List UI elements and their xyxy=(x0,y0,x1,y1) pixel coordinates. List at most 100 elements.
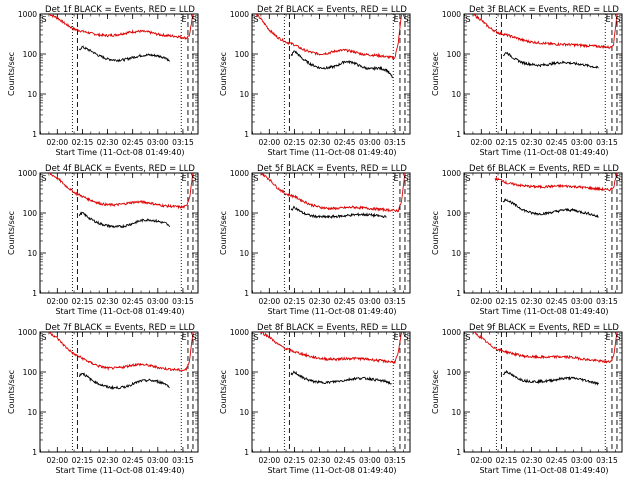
x-tick-label: 02:00 xyxy=(470,456,492,465)
x-tick-label: 02:45 xyxy=(546,138,568,147)
chart-title: Det 8f BLACK = Events, RED = LLD xyxy=(257,323,407,333)
y-tick-label: 10 xyxy=(27,90,37,99)
plot-frame xyxy=(463,331,623,453)
y-tick-label: 10 xyxy=(27,408,37,417)
series-line-lld xyxy=(255,14,403,60)
marker-label: E xyxy=(181,15,186,24)
y-tick-label: 10 xyxy=(239,408,249,417)
plot-frame xyxy=(39,13,199,135)
y-tick-label: 10 xyxy=(239,90,249,99)
series-line-lld xyxy=(472,14,618,50)
x-tick-label: 03:00 xyxy=(147,456,169,465)
chart-title: Det 2f BLACK = Events, RED = LLD xyxy=(257,5,407,15)
x-tick-label: 02:45 xyxy=(122,138,144,147)
series-line-lld xyxy=(48,332,194,372)
x-tick-label: 02:15 xyxy=(284,138,306,147)
y-tick-label: 1 xyxy=(456,448,461,457)
x-tick-label: 03:15 xyxy=(172,297,194,306)
x-tick-label: 02:00 xyxy=(470,138,492,147)
y-axis-label: Counts/sec xyxy=(219,211,228,255)
y-tick-label: 1000 xyxy=(18,169,37,178)
chart-panel-8: Det 8f BLACK = Events, RED = LLD 1 10 100 10… xyxy=(219,323,411,475)
marker-label: E xyxy=(181,333,186,342)
x-tick-label: 02:30 xyxy=(309,138,331,147)
y-tick-label: 1 xyxy=(244,130,249,139)
series-line-events xyxy=(78,211,170,229)
x-tick-label: 02:30 xyxy=(97,138,119,147)
y-tick-label: 1000 xyxy=(18,10,37,19)
marker-label: E xyxy=(605,15,610,24)
x-axis-label: Start Time (11-Oct-08 01:49:40) xyxy=(479,466,608,475)
series-line-events xyxy=(290,205,387,220)
y-axis-label: Counts/sec xyxy=(431,211,440,255)
y-axis-label: Counts/sec xyxy=(431,52,440,96)
x-tick-label: 03:00 xyxy=(571,456,593,465)
marker-label: S xyxy=(253,174,258,183)
series-line-lld xyxy=(494,173,618,192)
marker-label: S xyxy=(403,174,408,183)
x-tick-label: 02:45 xyxy=(334,138,356,147)
marker-label: S xyxy=(191,333,196,342)
marker-label: E xyxy=(393,333,398,342)
y-tick-label: 10 xyxy=(451,249,461,258)
chart-panel-3: Det 3f BLACK = Events, RED = LLD 1 10 100 10… xyxy=(431,5,623,157)
marker-label: S xyxy=(253,333,258,342)
y-axis-label: Counts/sec xyxy=(7,370,16,414)
y-axis-label: Counts/sec xyxy=(219,370,228,414)
series-line-events xyxy=(78,45,170,63)
x-tick-label: 02:00 xyxy=(470,297,492,306)
x-tick-label: 02:45 xyxy=(122,297,144,306)
y-tick-label: 1000 xyxy=(442,10,461,19)
x-tick-label: 02:45 xyxy=(546,297,568,306)
y-tick-label: 1 xyxy=(244,289,249,298)
x-tick-label: 02:15 xyxy=(72,456,94,465)
x-axis-label: Start Time (11-Oct-08 01:49:40) xyxy=(267,466,396,475)
x-axis-label: Start Time (11-Oct-08 01:49:40) xyxy=(479,307,608,316)
x-tick-label: 03:00 xyxy=(359,138,381,147)
x-tick-label: 03:15 xyxy=(596,138,618,147)
y-tick-label: 1000 xyxy=(230,10,249,19)
x-axis-label: Start Time (11-Oct-08 01:49:40) xyxy=(479,148,608,157)
x-tick-label: 02:15 xyxy=(496,456,518,465)
x-tick-label: 02:00 xyxy=(258,297,280,306)
x-tick-label: 02:45 xyxy=(334,456,356,465)
y-tick-label: 1000 xyxy=(442,169,461,178)
y-tick-label: 10 xyxy=(451,90,461,99)
plot-frame xyxy=(39,331,199,453)
marker-label: E xyxy=(181,174,186,183)
y-tick-label: 100 xyxy=(447,209,462,218)
x-tick-label: 02:30 xyxy=(309,456,331,465)
chart-title: Det 5f BLACK = Events, RED = LLD xyxy=(257,164,407,174)
x-tick-label: 02:15 xyxy=(284,297,306,306)
series-line-lld xyxy=(48,14,194,41)
x-axis-label: Start Time (11-Oct-08 01:49:40) xyxy=(267,307,396,316)
x-tick-label: 02:30 xyxy=(521,297,543,306)
x-axis-label: Start Time (11-Oct-08 01:49:40) xyxy=(55,466,184,475)
x-tick-label: 02:00 xyxy=(258,456,280,465)
y-tick-label: 1 xyxy=(32,289,37,298)
marker-label: S xyxy=(41,15,46,24)
chart-title: Det 7f BLACK = Events, RED = LLD xyxy=(45,323,195,333)
x-tick-label: 02:00 xyxy=(258,138,280,147)
x-tick-label: 02:30 xyxy=(521,138,543,147)
plot-frame xyxy=(39,172,199,294)
y-tick-label: 10 xyxy=(27,249,37,258)
x-tick-label: 02:00 xyxy=(46,138,68,147)
x-tick-label: 03:00 xyxy=(571,297,593,306)
plot-frame xyxy=(463,172,623,294)
x-tick-label: 03:00 xyxy=(571,138,593,147)
plot-frame xyxy=(463,13,623,135)
series-line-events xyxy=(502,198,599,218)
x-tick-label: 02:15 xyxy=(496,297,518,306)
marker-label: S xyxy=(465,15,470,24)
y-tick-label: 100 xyxy=(447,368,462,377)
chart-title: Det 6f BLACK = Events, RED = LLD xyxy=(469,164,619,174)
series-line-lld xyxy=(260,332,403,365)
chart-panel-9: Det 9f BLACK = Events, RED = LLD 1 10 100 10… xyxy=(431,323,623,475)
chart-panel-6: Det 6f BLACK = Events, RED = LLD 1 10 100 10… xyxy=(431,164,623,316)
marker-label: S xyxy=(41,174,46,183)
y-tick-label: 1000 xyxy=(18,328,37,337)
y-tick-label: 1 xyxy=(244,448,249,457)
x-tick-label: 02:30 xyxy=(97,297,119,306)
x-tick-label: 03:00 xyxy=(147,297,169,306)
